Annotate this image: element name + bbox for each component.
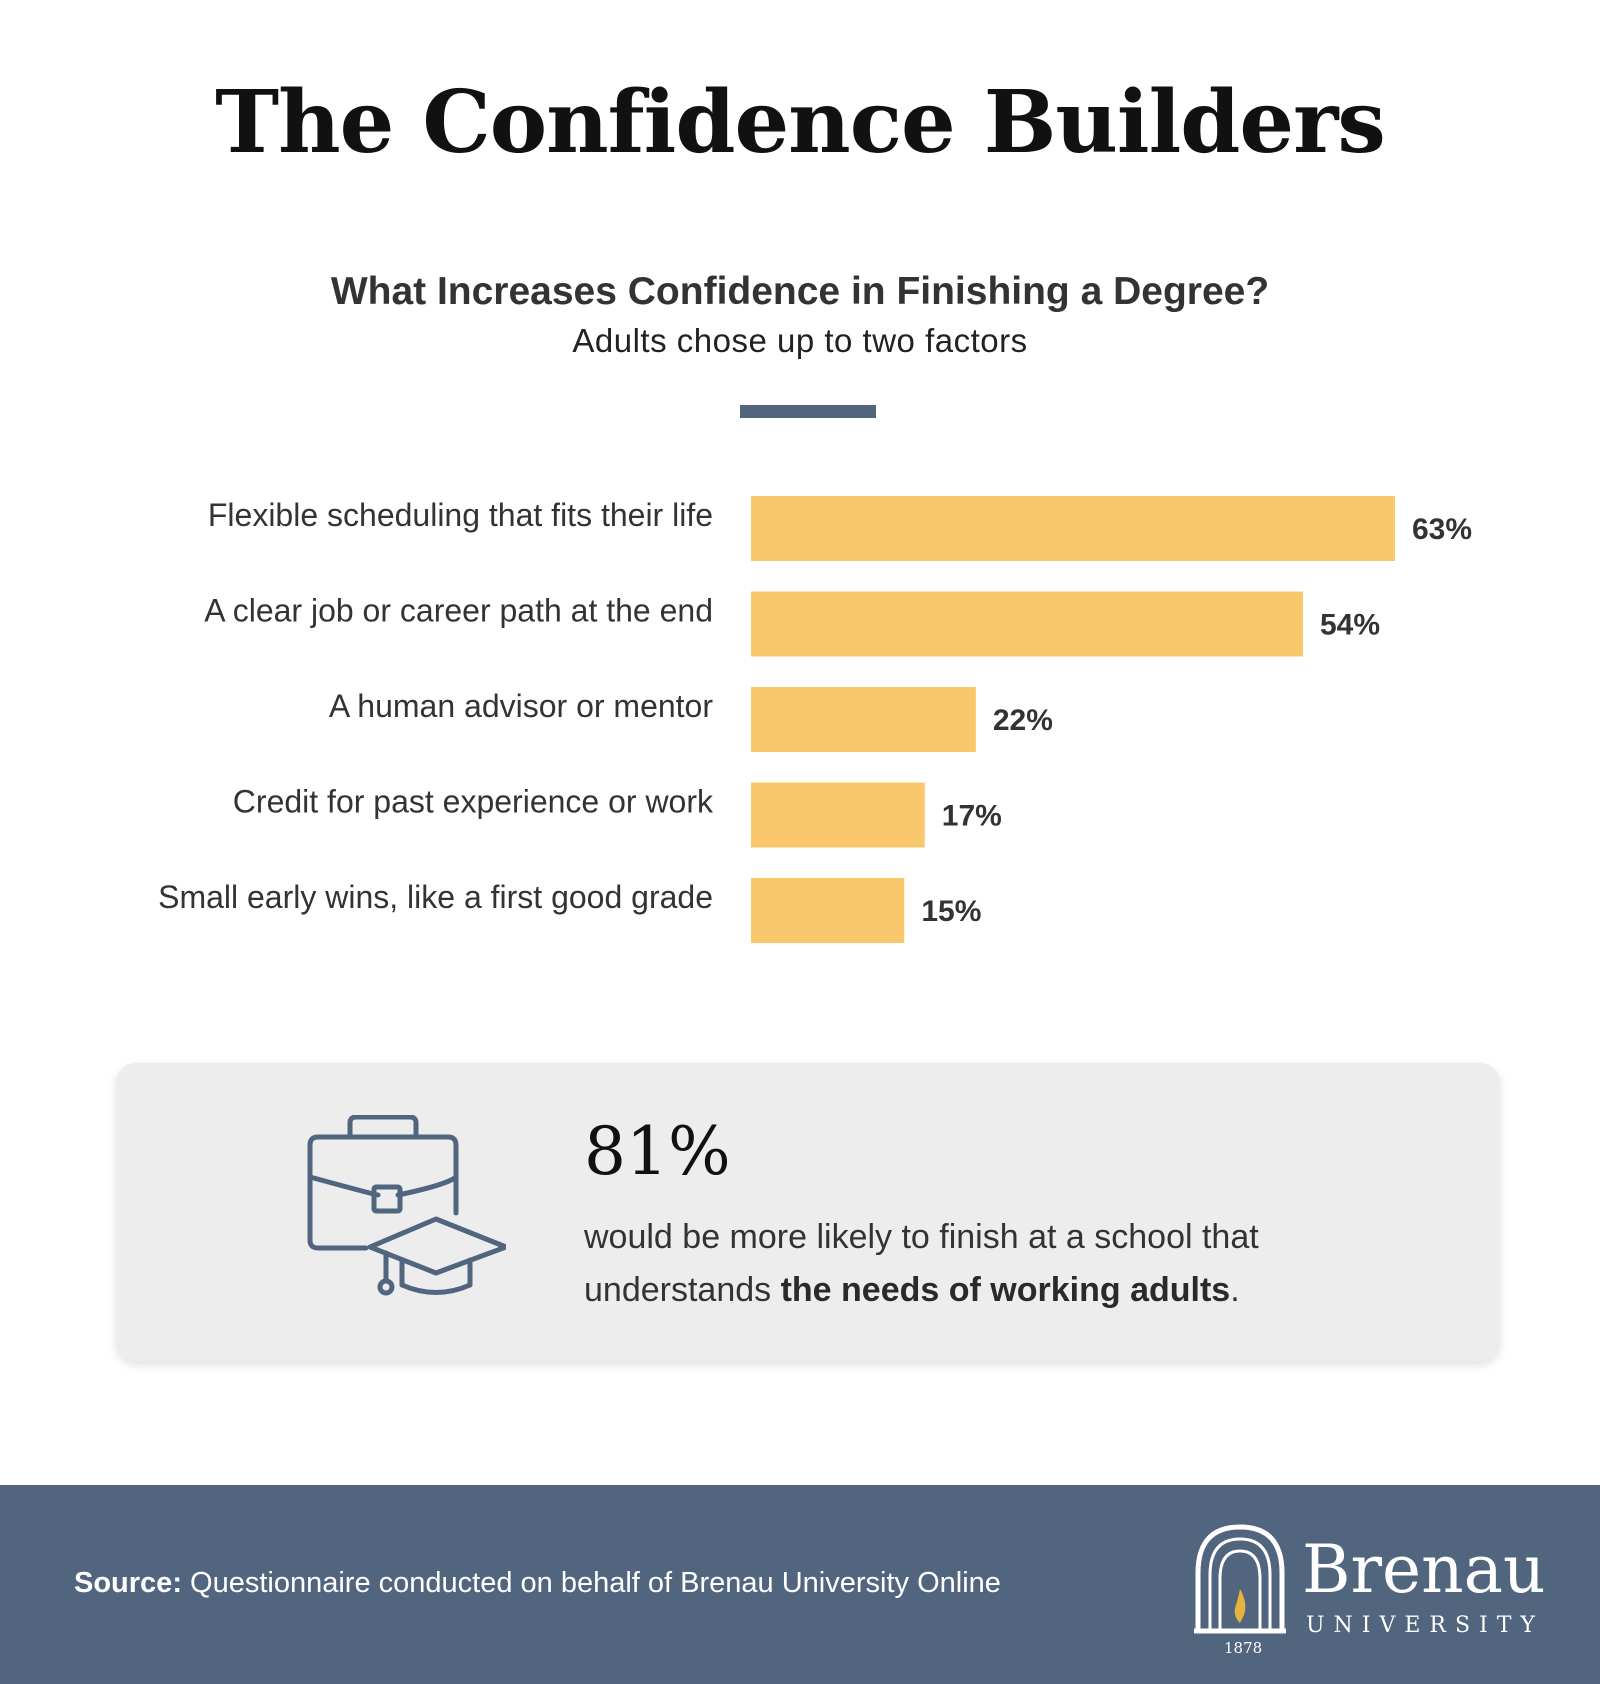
title-divider: [740, 405, 876, 418]
stat-text-emphasis: the needs of working adults: [780, 1271, 1231, 1309]
source-label: Source:: [74, 1567, 182, 1599]
stat-callout: 81% would be more likely to finish at a …: [116, 1063, 1500, 1361]
value-label-1: 63%: [1412, 513, 1472, 546]
logo-subtitle: UNIVERSITY: [1306, 1613, 1544, 1638]
category-label-3: A human advisor or mentor: [329, 688, 714, 724]
page-title: The Confidence Builders: [215, 72, 1386, 173]
bar-5: [751, 878, 905, 943]
value-label-5: 15%: [921, 895, 981, 928]
stat-text-before: would be more likely to finish at a scho…: [584, 1218, 1259, 1309]
category-label-1: Flexible scheduling that fits their life: [208, 497, 713, 533]
bar-2: [751, 591, 1303, 657]
category-label-4: Credit for past experience or work: [233, 784, 714, 820]
value-label-4: 17%: [942, 800, 1002, 833]
chart-subtitle: Adults chose up to two factors: [572, 322, 1028, 359]
footer: Source: Questionnaire conducted on behal…: [0, 1485, 1600, 1684]
brenau-logo: Brenau UNIVERSITY 1878: [1190, 1519, 1545, 1659]
briefcase-graduation-cap-icon: [307, 1115, 506, 1296]
category-label-2: A clear job or career path at the end: [204, 593, 713, 629]
bar-4: [751, 782, 925, 848]
logo-year: 1878: [1224, 1639, 1263, 1657]
source-text: Questionnaire conducted on behalf of Bre…: [181, 1567, 1001, 1599]
stat-text-after: .: [1230, 1271, 1240, 1309]
bar-chart: Flexible scheduling that fits their life…: [158, 496, 1472, 943]
source-note: Source: Questionnaire conducted on behal…: [74, 1567, 1001, 1600]
category-label-5: Small early wins, like a first good grad…: [158, 879, 713, 915]
value-label-3: 22%: [993, 704, 1053, 737]
value-label-2: 54%: [1320, 609, 1380, 642]
logo-name: Brenau: [1302, 1531, 1546, 1608]
stat-description: would be more likely to finish at a scho…: [584, 1211, 1404, 1317]
stat-value: 81%: [584, 1113, 731, 1190]
chart-title: What Increases Confidence in Finishing a…: [330, 270, 1270, 313]
bar-3: [751, 687, 976, 752]
arch-flame-icon: [1194, 1524, 1286, 1634]
bar-1: [751, 496, 1395, 561]
